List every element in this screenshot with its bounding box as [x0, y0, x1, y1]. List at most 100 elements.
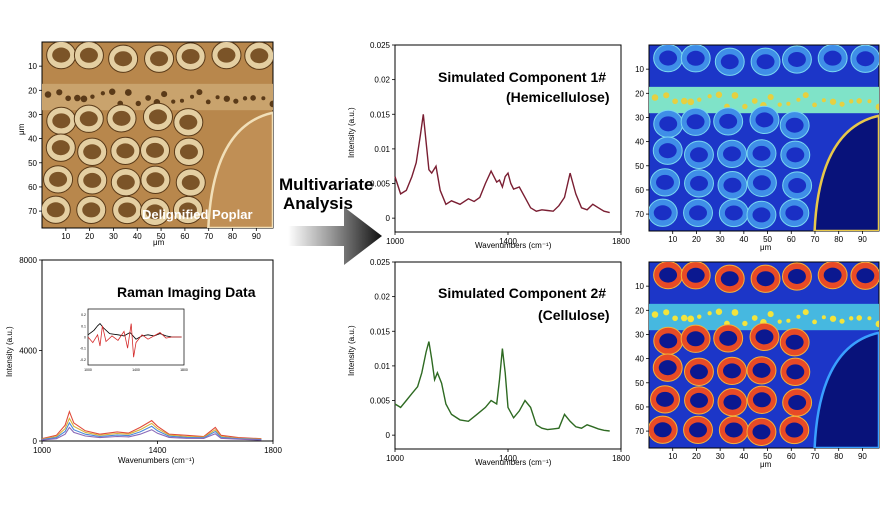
component1-title-line2: (Hemicellulose) [506, 89, 609, 105]
component1-x-ticks: 1000 1400 1800 [386, 232, 630, 246]
ray-pore [697, 314, 702, 319]
cellulose-map: 10 20 30 40 50 60 70 10 20 30 40 50 60 70 80 90 μm [635, 261, 880, 469]
y-tick-label: 60 [635, 403, 644, 412]
cell-lumen [82, 202, 101, 218]
y-tick-label: 60 [635, 186, 644, 195]
y-tick-label: 40 [28, 135, 37, 144]
y-tick-label: 0.02 [374, 76, 390, 85]
x-tick-label: 40 [739, 235, 748, 244]
x-tick-label: 80 [834, 452, 843, 461]
y-tick-label: 70 [28, 207, 37, 216]
ray-pore [731, 92, 739, 99]
cell-lumen [178, 202, 197, 218]
cell-lumen [686, 50, 705, 66]
cell-lumen [756, 271, 775, 287]
x-tick-label: 30 [716, 235, 725, 244]
x-tick-label: 50 [157, 232, 166, 241]
ray-pore [821, 98, 826, 103]
ray-pore [215, 95, 220, 100]
ray-pore [829, 98, 837, 105]
cell-lumen [788, 395, 807, 411]
raman-x-ticks: 1000 1400 1800 [33, 441, 282, 455]
ray-pore [751, 315, 758, 321]
cell-lumen [723, 177, 742, 193]
cell-lumen [181, 48, 200, 64]
cell-lumen [686, 114, 705, 130]
cell-lumen [659, 267, 678, 283]
raman-line-0 [41, 409, 262, 440]
x-tick-label: 20 [85, 232, 94, 241]
cell-lumen [116, 143, 135, 159]
raman-series-group [41, 409, 262, 441]
cell-lumen [724, 422, 743, 438]
x-tick-label: 10 [668, 452, 677, 461]
component2-title-line1: Simulated Component 2# [438, 285, 606, 301]
ray-pore [179, 98, 185, 103]
ray-pore [777, 102, 782, 107]
y-tick-label: 20 [635, 89, 644, 98]
ray-pore [707, 94, 712, 99]
cell-lumen [79, 111, 98, 127]
x-tick-label: 60 [787, 452, 796, 461]
ray-pore [707, 311, 712, 316]
raman-inset: 1000 1400 1800 0.2 0.1 0 -0.1 -0.2 [80, 308, 188, 372]
y-tick-label: 30 [635, 330, 644, 339]
hemicellulose-map: 10 20 30 40 50 60 70 10 20 30 40 50 60 70 80 90 μm [635, 44, 880, 252]
ray-pore [663, 92, 670, 99]
ray-pore [672, 98, 678, 105]
x-tick-label: 80 [228, 232, 237, 241]
component1-chart: Simulated Component 1# (Hemicellulose) 0… [347, 41, 630, 250]
cell-lumen [659, 333, 678, 349]
cell-lumen [786, 364, 805, 380]
x-tick-label: 1800 [612, 454, 630, 463]
cell-lumen [756, 54, 775, 70]
component2-plot-frame [394, 261, 622, 450]
cell-lumen [823, 267, 842, 283]
ray-pore [261, 96, 266, 101]
ray-pore [867, 99, 872, 104]
ray-pore [663, 309, 670, 316]
vessel-lumen [813, 331, 879, 448]
y-tick-label: 0.005 [370, 397, 391, 406]
ray-pore [90, 94, 95, 99]
cell-lumen [690, 392, 708, 408]
ray-pore [687, 315, 695, 323]
cell-lumen [752, 207, 771, 223]
y-tick-label: 8000 [19, 256, 37, 265]
x-tick-label: 1800 [612, 237, 630, 246]
cell-lumen [752, 175, 771, 191]
cell-lumen [788, 178, 807, 194]
ray-pore [250, 95, 256, 101]
vessel-lumen [207, 111, 273, 228]
ray-pore [786, 101, 791, 106]
component2-series-group [394, 341, 610, 432]
poplar-y-ticks: 10 20 30 40 50 60 70 [28, 62, 42, 216]
inset-ticks: 1000 1400 1800 0.2 0.1 0 -0.1 -0.2 [80, 313, 188, 372]
cell-lumen [723, 394, 742, 410]
cell-lumen [116, 174, 135, 190]
y-tick-label: 0.02 [374, 293, 390, 302]
x-tick-label: 60 [180, 232, 189, 241]
cell-lumen [112, 110, 131, 126]
component2-line-0 [394, 341, 610, 432]
cell-lumen [49, 171, 68, 187]
ray-pore [100, 91, 106, 96]
ray-pore [829, 315, 837, 322]
ray-pore [875, 320, 879, 328]
inset-x-tick-label: 1800 [180, 368, 188, 372]
ray-pore [867, 316, 872, 321]
ray-pore [839, 318, 845, 324]
cell-lumen [656, 174, 674, 190]
x-tick-label: 1800 [264, 446, 282, 455]
component2-chart: Simulated Component 2# (Cellulose) 0 0.00… [347, 258, 630, 467]
map2-y-ticks: 10 20 30 40 50 60 70 [635, 282, 649, 436]
y-tick-label: 30 [635, 113, 644, 122]
component1-y-ticks: 0 0.005 0.01 0.015 0.02 0.025 [370, 41, 395, 223]
cell-lumen [656, 391, 674, 407]
component2-x-ticks: 1000 1400 1800 [386, 449, 630, 463]
ray-pore [742, 103, 748, 110]
y-tick-label: 50 [635, 379, 644, 388]
ray-pore [856, 315, 863, 321]
ray-pore [223, 95, 230, 102]
ray-pore [875, 103, 879, 111]
